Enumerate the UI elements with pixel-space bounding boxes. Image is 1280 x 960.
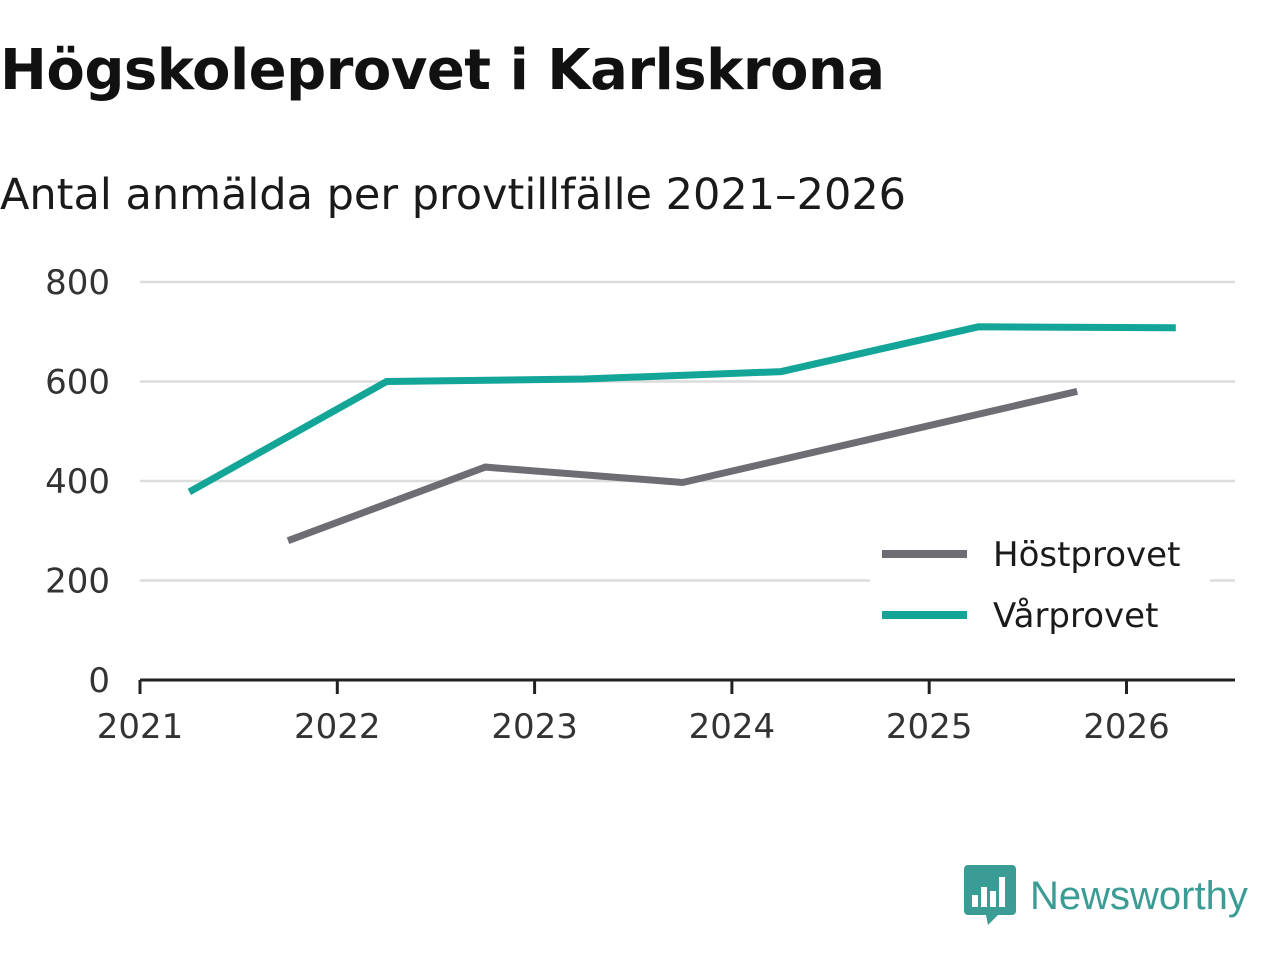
x-tick-label: 2023 xyxy=(491,707,578,747)
x-tick-label: 2022 xyxy=(294,707,381,747)
x-tick-label: 2025 xyxy=(886,707,973,747)
chart-subtitle: Antal anmälda per provtillfälle 2021–202… xyxy=(0,170,907,220)
axes: 0 200 400 600 800 2021 2022 2023 2024 2025 2026 xyxy=(45,263,1235,747)
y-tick-label: 0 xyxy=(88,661,110,701)
y-tick-label: 600 xyxy=(45,363,110,403)
series-line-1 xyxy=(187,323,1176,495)
y-tick-label: 400 xyxy=(45,462,110,502)
brand-name: Newsworthy xyxy=(1030,873,1248,918)
legend-label-1: Vårprovet xyxy=(993,596,1158,636)
x-tick-label: 2026 xyxy=(1083,707,1170,747)
bar-chart-speech-bubble-icon xyxy=(964,865,1016,925)
brand-logo: Newsworthy xyxy=(964,864,1248,928)
y-tick-label: 200 xyxy=(45,562,110,602)
x-tick-label: 2024 xyxy=(689,707,776,747)
legend: Höstprovet Vårprovet xyxy=(870,522,1210,646)
legend-label-0: Höstprovet xyxy=(993,535,1180,575)
series xyxy=(187,323,1176,544)
x-tick-label: 2021 xyxy=(97,707,184,747)
y-tick-label: 800 xyxy=(45,263,110,303)
legend-background xyxy=(870,522,1210,646)
chart-title: Högskoleprovet i Karlskrona xyxy=(0,38,885,103)
series-line-0 xyxy=(286,387,1078,544)
